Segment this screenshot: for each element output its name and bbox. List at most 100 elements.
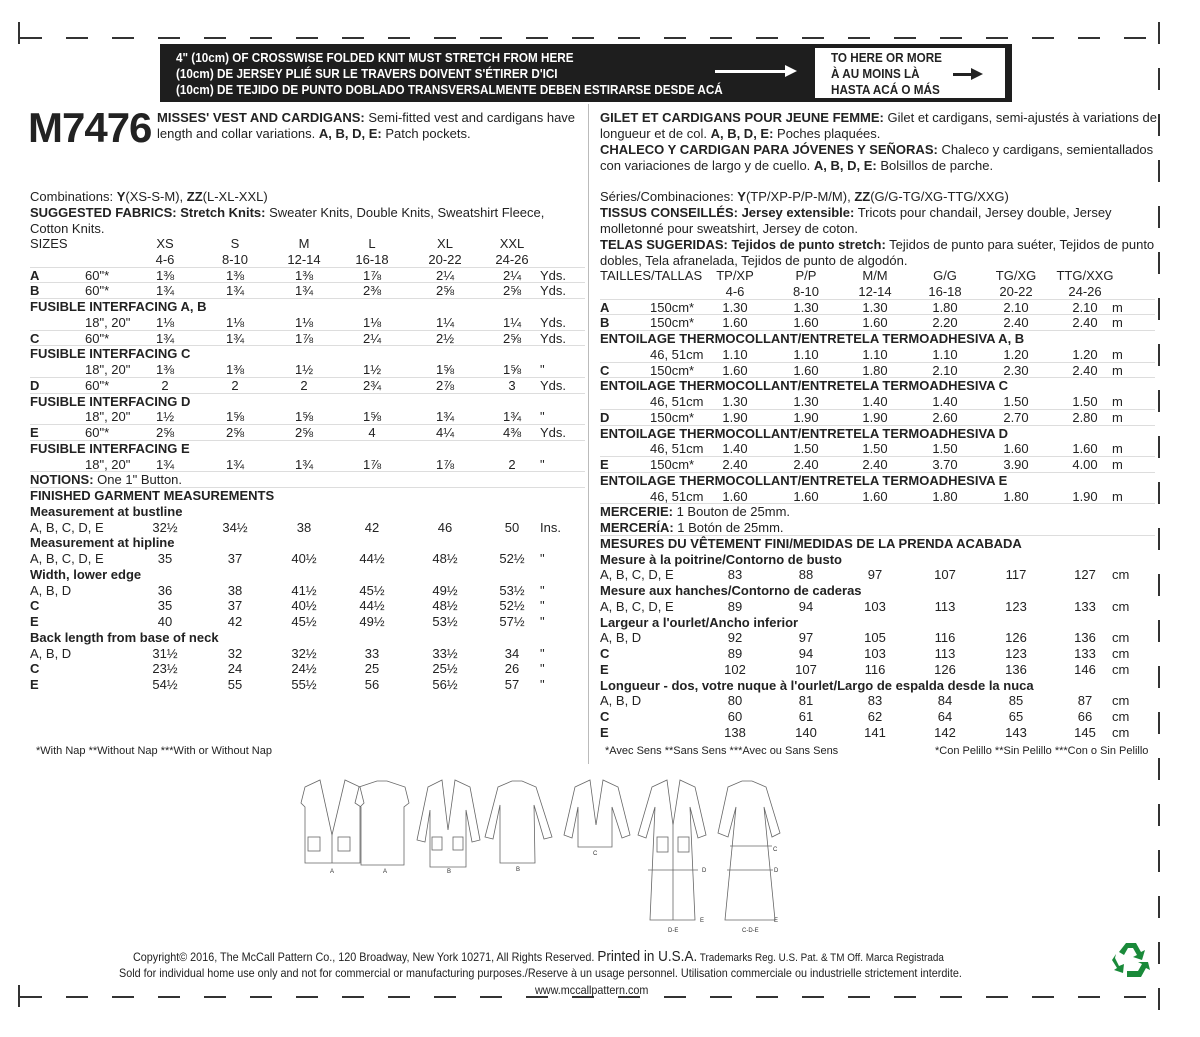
table-header-row: 4-6 8-10 12-14 16-18 20-22 24-26 (30, 252, 585, 268)
size-value: 1.10 (932, 346, 958, 362)
unit: cm (1112, 598, 1130, 614)
size-value: 123 (1005, 646, 1027, 661)
sketch-label: E (700, 918, 704, 924)
size-value: XS (156, 236, 174, 251)
section-heading-text: FUSIBLE INTERFACING D (30, 393, 191, 409)
stretch-target-line: HASTA ACÁ O MÁS (831, 82, 940, 97)
size-value: 103 (864, 598, 886, 614)
es-fabrics-label: TELAS SUGERIDAS: Tejidos de punto stretc… (600, 237, 886, 252)
section-heading: ENTOILAGE THERMOCOLLANT/ENTRETELA TERMOA… (600, 331, 1155, 347)
cut-line-bottom (20, 996, 1155, 998)
size-value: 1⅛ (225, 314, 245, 330)
unit: " (540, 551, 545, 566)
sketch-vest-back (354, 780, 410, 866)
section-heading-text: ENTOILAGE THERMOCOLLANT/ENTRETELA TERMOA… (600, 472, 1008, 488)
unit: Yds. (540, 377, 567, 393)
arrow-right-icon (715, 65, 797, 77)
size-value: 2¼ (362, 330, 382, 346)
size-value: 48½ (432, 551, 458, 566)
table-row: A, B, C, D, E 32½ 34½ 38 42 46 50 Ins. (30, 520, 585, 536)
es-desc: Chaleco y cardigans, semientallados con … (600, 142, 1154, 173)
pattern-number: M7476 (28, 104, 152, 151)
sketch-label: D-E (668, 928, 678, 934)
size-value: 81 (798, 693, 814, 709)
size-value: 1¾ (502, 409, 522, 425)
size-value: 49½ (432, 582, 458, 598)
size-value: 2⅝ (502, 283, 522, 299)
size-value: 1.60 (722, 488, 748, 504)
size-value: 2.10 (1072, 299, 1098, 315)
unit: cm (1112, 693, 1130, 709)
size-value: 4⅜ (502, 425, 522, 440)
size-value: 2.10 (1003, 299, 1029, 315)
section-heading-text: FUSIBLE INTERFACING C (30, 346, 191, 362)
size-value: 2.10 (932, 362, 958, 378)
comb-zz-val: (L-XL-XXL) (202, 189, 268, 204)
row-label: A, B, C, D, E (600, 567, 674, 583)
notions-value: One 1" Button. (93, 472, 183, 488)
notions-value: 1 Bouton de 25mm. (672, 504, 791, 520)
sketch-label: D (774, 868, 779, 874)
es-views: A, B, D, E: (813, 158, 877, 173)
unit: cm (1112, 630, 1130, 646)
section-heading: FUSIBLE INTERFACING D (30, 394, 585, 410)
size-value: 2.40 (793, 457, 819, 472)
section-heading: Mesure aux hanches/Contorno de caderas (600, 583, 1155, 599)
notions-text: MERCERIE: 1 Bouton de 25mm. (600, 504, 790, 520)
sketch-label: D (702, 868, 707, 874)
size-value: 1⅛ (155, 314, 175, 330)
size-value: 123 (1005, 598, 1027, 614)
size-value: 45½ (291, 614, 317, 629)
section-heading: ENTOILAGE THERMOCOLLANT/ENTRETELA TERMOA… (600, 473, 1155, 489)
table-row: C 150cm* 1.60 1.60 1.80 2.10 2.30 2.40 m (600, 363, 1155, 379)
table-row: E 40 42 45½ 49½ 53½ 57½ " (30, 614, 585, 630)
unit: cm (1112, 661, 1130, 677)
table-row: C 60 61 62 64 65 66 cm (600, 709, 1155, 725)
table-row: A, B, D 80 81 83 84 85 87 cm (600, 693, 1155, 709)
section-heading-text: Measurement at hipline (30, 535, 175, 551)
column-divider (588, 104, 589, 764)
table-row: E 138 140 141 142 143 145 cm (600, 725, 1155, 741)
size-value: 1¾ (294, 456, 314, 472)
sketch-cardigan-b-front (416, 779, 481, 868)
unit: Yds. (540, 314, 567, 330)
table-row: A, B, C, D, E 89 94 103 113 123 133 cm (600, 599, 1155, 615)
unit: m (1112, 409, 1123, 425)
unit: " (540, 614, 545, 629)
stretch-guide-line: 4" (10cm) OF CROSSWISE FOLDED KNIT MUST … (176, 50, 574, 65)
fabrics-text: Sweater Knits, Double Knits, Sweatshirt … (30, 205, 545, 236)
size-value: 1.90 (862, 409, 888, 425)
cut-line-left-bottom (18, 985, 20, 1015)
size-value: 1.90 (1072, 488, 1098, 504)
unit: cm (1112, 709, 1130, 724)
unit: " (540, 677, 545, 692)
unit: m (1112, 315, 1123, 331)
size-value: 1¾ (225, 283, 245, 299)
size-value: 1⅞ (435, 456, 455, 472)
size-value: 64 (937, 709, 953, 724)
size-value: 16-18 (928, 283, 962, 299)
fabric-width: 46, 51cm (650, 488, 704, 504)
notions-label: NOTIONS: (30, 472, 94, 488)
section-heading-text: ENTOILAGE THERMOCOLLANT/ENTRETELA TERMOA… (600, 331, 1025, 346)
size-value: 97 (798, 630, 814, 646)
notions-row: MERCERÍA: 1 Botón de 25mm. (600, 520, 1155, 536)
size-value: 1.60 (793, 362, 819, 378)
size-value: 2.40 (1003, 315, 1029, 331)
table-row: E 102 107 116 126 136 146 cm (600, 662, 1155, 678)
size-value: 1.90 (722, 409, 748, 425)
size-value: 146 (1074, 661, 1096, 677)
size-value: 56 (364, 677, 380, 692)
size-value: 4-6 (725, 283, 745, 299)
table-header-row: 4-6 8-10 12-14 16-18 20-22 24-26 (600, 284, 1155, 300)
size-value: 38 (296, 519, 312, 535)
size-value: 2⅜ (362, 283, 382, 299)
table-row: 18", 20" 1¾ 1¾ 1¾ 1⅞ 1⅞ 2 " (30, 457, 585, 473)
table-row: C 23½ 24 24½ 25 25½ 26 " (30, 661, 585, 677)
size-value: 8-10 (221, 251, 249, 267)
size-value: 4 (368, 425, 376, 440)
size-value: 54½ (152, 677, 178, 692)
cut-line-right (1158, 22, 1160, 1022)
unit: m (1112, 362, 1123, 378)
size-value: 2⅝ (155, 425, 175, 440)
